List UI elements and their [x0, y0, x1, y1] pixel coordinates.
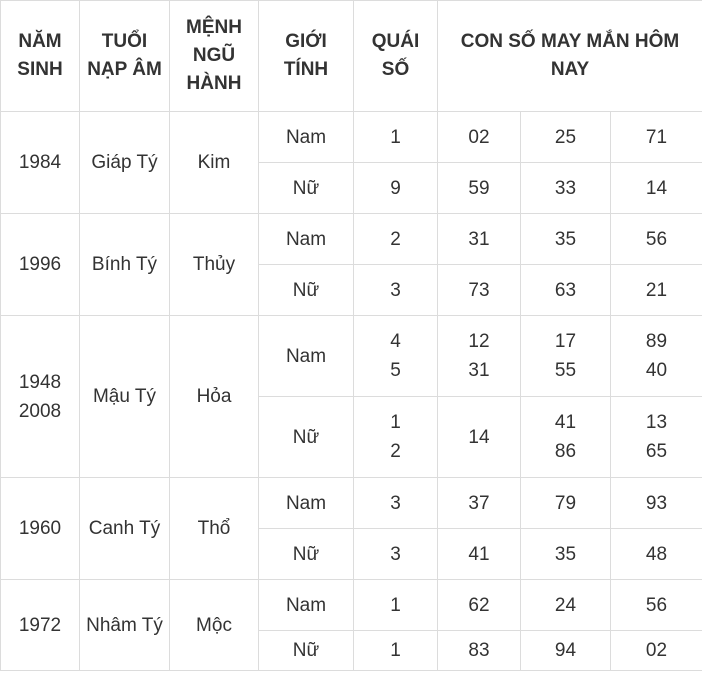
gender-cell: Nam: [258, 477, 354, 529]
lucky-number-cell: 02: [610, 630, 702, 671]
gender-cell: Nữ: [258, 396, 354, 478]
quai-cell: 9: [353, 162, 438, 214]
quai-cell: 1: [353, 111, 438, 163]
lucky-number-cell: 02: [437, 111, 521, 163]
header-quai: QUÁI SỐ: [353, 0, 438, 112]
quai-cell: 1: [353, 579, 438, 631]
header-lucky-numbers: CON SỐ MAY MẮN HÔM NAY: [437, 0, 702, 112]
lucky-number-cell: 41 86: [520, 396, 611, 478]
lucky-number-cell: 17 55: [520, 315, 611, 397]
lucky-number-cell: 14: [437, 396, 521, 478]
year-cell: 1972: [0, 579, 80, 671]
year-cell: 1996: [0, 213, 80, 316]
lucky-number-cell: 63: [520, 264, 611, 316]
table-row: 1972 Nhâm Tý Mộc Nam 1 62 24 56: [0, 579, 702, 671]
gender-cell: Nam: [258, 315, 354, 397]
lucky-number-cell: 35: [520, 213, 611, 265]
gender-cell: Nam: [258, 213, 354, 265]
lucky-number-cell: 21: [610, 264, 702, 316]
table-row: 1960 Canh Tý Thổ Nam 3 37 79 93: [0, 477, 702, 580]
lucky-number-cell: 31: [437, 213, 521, 265]
lucky-number-cell: 59: [437, 162, 521, 214]
header-year: NĂM SINH: [0, 0, 80, 112]
table-row: Nữ 3 41 35 48: [1, 528, 702, 580]
table-row: Nữ 1 83 94 02: [1, 630, 702, 671]
lucky-number-cell: 33: [520, 162, 611, 214]
quai-cell: 2: [353, 213, 438, 265]
table-row: Nữ 3 73 63 21: [1, 264, 702, 316]
header-gender: GIỚI TÍNH: [258, 0, 354, 112]
year-cell: 1960: [0, 477, 80, 580]
header-row: NĂM SINH TUỔI NẠP ÂM MỆNH NGŨ HÀNH GIỚI …: [0, 0, 702, 112]
lucky-number-cell: 24: [520, 579, 611, 631]
lucky-number-cell: 83: [437, 630, 521, 671]
table-row: 1984 Giáp Tý Kim Nam 1 02 25 71: [0, 111, 702, 214]
table-row: 1996 Bính Tý Thủy Nam 2 31 35 56: [0, 213, 702, 316]
gender-cell: Nữ: [258, 528, 354, 580]
lucky-number-cell: 25: [520, 111, 611, 163]
lucky-number-cell: 41: [437, 528, 521, 580]
quai-cell: 3: [353, 264, 438, 316]
year-cell: 1948 2008: [0, 315, 80, 478]
gender-cell: Nam: [258, 111, 354, 163]
lucky-number-cell: 56: [610, 213, 702, 265]
quai-cell: 3: [353, 477, 438, 529]
header-napam: TUỔI NẠP ÂM: [79, 0, 170, 112]
napam-cell: Giáp Tý: [79, 111, 170, 214]
gender-cell: Nữ: [258, 162, 354, 214]
table-row: Nữ 9 59 33 14: [1, 162, 702, 214]
year-cell: 1984: [0, 111, 80, 214]
lucky-number-cell: 89 40: [610, 315, 702, 397]
header-menh: MỆNH NGŨ HÀNH: [169, 0, 259, 112]
gender-cell: Nữ: [258, 264, 354, 316]
table-body: 1984 Giáp Tý Kim Nam 1 02 25 71 Nữ 9 59 …: [0, 111, 702, 671]
lucky-number-cell: 94: [520, 630, 611, 671]
gender-cell: Nữ: [258, 630, 354, 671]
lucky-number-cell: 35: [520, 528, 611, 580]
napam-cell: Mậu Tý: [79, 315, 170, 478]
menh-cell: Thổ: [169, 477, 259, 580]
menh-cell: Thủy: [169, 213, 259, 316]
lucky-number-cell: 62: [437, 579, 521, 631]
lucky-number-cell: 37: [437, 477, 521, 529]
lucky-number-cell: 56: [610, 579, 702, 631]
napam-cell: Nhâm Tý: [79, 579, 170, 671]
lucky-number-cell: 13 65: [610, 396, 702, 478]
quai-cell: 1: [353, 630, 438, 671]
menh-cell: Hỏa: [169, 315, 259, 478]
menh-cell: Kim: [169, 111, 259, 214]
menh-cell: Mộc: [169, 579, 259, 671]
lucky-number-cell: 14: [610, 162, 702, 214]
lucky-number-cell: 93: [610, 477, 702, 529]
quai-cell: 3: [353, 528, 438, 580]
lucky-number-cell: 48: [610, 528, 702, 580]
gender-cell: Nam: [258, 579, 354, 631]
lucky-number-cell: 71: [610, 111, 702, 163]
napam-cell: Canh Tý: [79, 477, 170, 580]
lucky-number-cell: 79: [520, 477, 611, 529]
napam-cell: Bính Tý: [79, 213, 170, 316]
lucky-number-cell: 73: [437, 264, 521, 316]
lucky-number-cell: 12 31: [437, 315, 521, 397]
